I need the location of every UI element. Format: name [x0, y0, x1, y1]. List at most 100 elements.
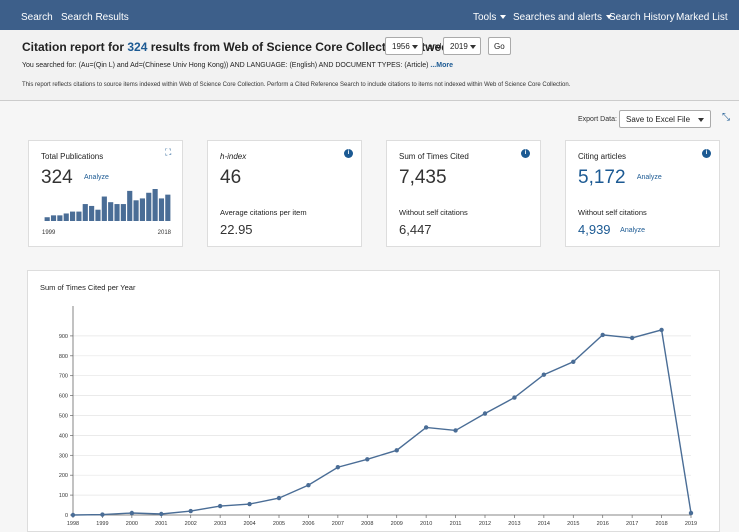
citing-no-self-label: Without self citations [578, 208, 647, 217]
citing-articles-number[interactable]: 5,172 [578, 167, 626, 188]
x-tick-label: 2007 [332, 521, 344, 527]
nav-search-history-link[interactable]: Search History [609, 12, 675, 23]
nav-tools-menu[interactable]: Tools [473, 12, 507, 23]
mini-bar [108, 202, 114, 221]
data-point [276, 495, 282, 501]
y-tick-label: 100 [59, 493, 68, 499]
times-cited-value: 7,435 [399, 167, 447, 188]
y-tick-label: 400 [59, 433, 68, 439]
data-point [600, 332, 605, 338]
data-point [659, 327, 664, 333]
total-publications-number: 324 [41, 167, 73, 188]
mini-bar [139, 198, 145, 221]
chevron-down-icon [412, 45, 418, 49]
mini-bar [133, 200, 139, 221]
mini-bar [120, 204, 126, 221]
collapse-icon[interactable]: ⤡ [722, 112, 730, 123]
data-point [129, 510, 135, 516]
nav-searches-alerts-menu[interactable]: Searches and alerts [513, 12, 612, 23]
data-point [482, 411, 488, 416]
data-point [394, 448, 399, 453]
times-cited-no-self-value: 6,447 [399, 222, 432, 237]
searched-query: (Au=(Qin L) and Ad=(Chinese Univ Hong Ko… [78, 62, 429, 69]
mini-bar [95, 209, 101, 221]
h-index-card: h-index i 46 Average citations per item … [207, 140, 362, 247]
export-data-label: Export Data: [578, 116, 617, 123]
info-icon[interactable]: i [702, 149, 711, 158]
avg-citations-value: 22.95 [220, 222, 253, 237]
analyze-link[interactable]: Analyze [636, 174, 662, 182]
expand-icon[interactable]: ⛶ [165, 147, 172, 157]
x-tick-label: 2012 [479, 521, 491, 527]
data-point [188, 508, 193, 514]
export-data-select[interactable]: Save to Excel File [619, 110, 711, 128]
info-icon[interactable]: i [521, 149, 530, 158]
data-point [70, 512, 76, 518]
chevron-down-icon [500, 15, 507, 20]
analyze-link[interactable]: Analyze [83, 174, 109, 182]
x-tick-label: 2010 [420, 521, 432, 527]
nav-marked-list-link[interactable]: Marked List [676, 12, 728, 23]
chevron-down-icon [470, 45, 476, 49]
citing-no-self-number[interactable]: 4,939 [578, 222, 611, 237]
x-tick-label: 2006 [302, 521, 314, 527]
x-tick-label: 2004 [243, 521, 255, 527]
data-point [306, 482, 311, 488]
data-point [541, 372, 547, 377]
mini-bar [57, 215, 63, 221]
h-index-label: h-index [220, 152, 247, 161]
chevron-down-icon [698, 118, 704, 122]
mini-bar [165, 194, 171, 221]
nav-search-link[interactable]: Search [21, 12, 53, 23]
times-cited-card: Sum of Times Cited i 7,435 Without self … [386, 140, 541, 247]
citing-articles-card: Citing articles i 5,172 Analyze Without … [565, 140, 720, 247]
times-cited-line-chart: 0 100 200 300 400 500 600 700 800 900 1998 1999 2000… [59, 306, 697, 527]
mini-bar [152, 189, 158, 221]
result-count: 324 [127, 40, 148, 54]
y-tick-label: 0 [65, 513, 68, 519]
mini-bar [44, 217, 50, 221]
mini-bar [101, 196, 107, 221]
data-point [453, 428, 458, 433]
report-header: Citation report for 324 results from Web… [0, 30, 739, 100]
avg-citations-label: Average citations per item [220, 208, 307, 217]
publications-mini-bar-chart: 1999 2018 [42, 189, 172, 236]
data-point [688, 510, 694, 516]
x-tick-label: 2019 [685, 521, 697, 527]
mini-bar [146, 192, 152, 221]
y-tick-label: 700 [59, 374, 68, 380]
y-tick-label: 200 [59, 473, 68, 479]
x-tick-label: 1998 [67, 521, 79, 527]
from-year-value: 1956 [392, 42, 410, 51]
nav-search-results-link[interactable]: Search Results [61, 12, 129, 23]
info-icon[interactable]: i [344, 149, 353, 158]
x-tick-label: 2000 [126, 521, 138, 527]
title-suffix: results from Web of Science Core Collect… [150, 40, 456, 54]
x-tick-label: 2009 [391, 521, 403, 527]
h-index-value: 46 [220, 167, 242, 188]
analyze-link[interactable]: Analyze [620, 227, 646, 235]
nav-searches-alerts-label: Searches and alerts [513, 12, 602, 23]
data-point [365, 457, 370, 462]
y-tick-label: 500 [59, 414, 68, 420]
more-link[interactable]: ...More [430, 62, 453, 69]
data-point [100, 512, 105, 517]
report-note: This report reflects citations to source… [22, 82, 571, 88]
x-tick-label: 2002 [185, 521, 197, 527]
data-point [247, 501, 252, 507]
mini-bar [114, 204, 120, 221]
export-data-value: Save to Excel File [626, 115, 691, 124]
mini-bar [127, 190, 133, 221]
mini-bar [76, 211, 82, 221]
times-cited-label: Sum of Times Cited [399, 152, 469, 161]
data-point [629, 335, 635, 341]
series-line [72, 329, 692, 516]
x-tick-label: 2015 [567, 521, 579, 527]
from-year-select[interactable]: 1956 [385, 37, 423, 55]
y-tick-label: 300 [59, 453, 68, 459]
title-prefix: Citation report for [22, 40, 124, 54]
data-point [423, 425, 429, 430]
x-tick-label: 2011 [450, 521, 462, 527]
to-year-select[interactable]: 2019 [443, 37, 481, 55]
go-button[interactable]: Go [488, 37, 511, 55]
